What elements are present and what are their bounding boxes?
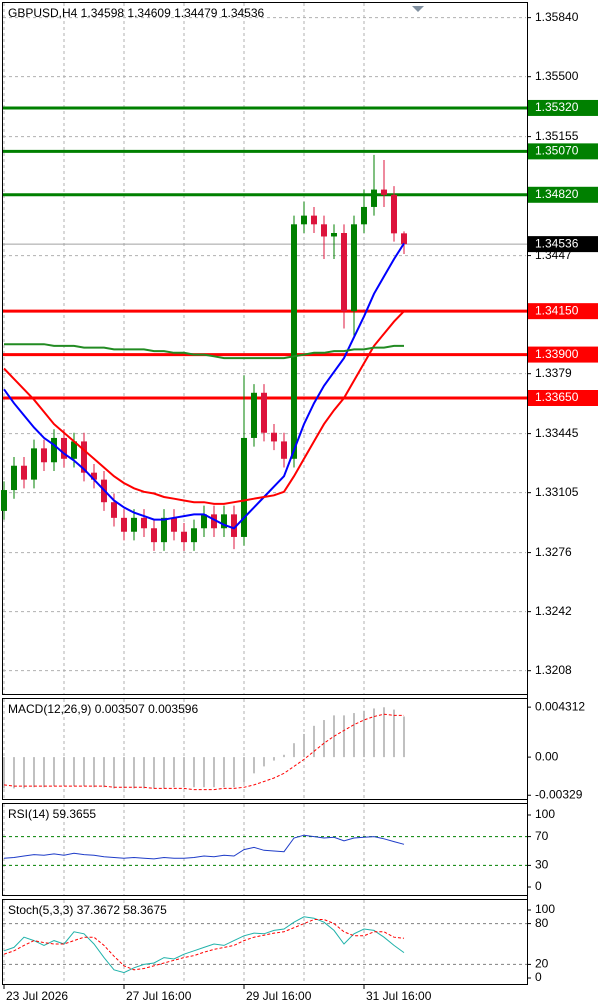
candle-body: [311, 215, 317, 225]
candle-body: [181, 531, 187, 543]
y-tick-label: 1.33445: [535, 426, 579, 440]
y-tick-label: 1.33105: [535, 485, 579, 499]
level-tag: [528, 390, 598, 406]
candle-body: [221, 514, 227, 529]
y-tick-label: 0.00: [535, 749, 559, 763]
candle-body: [371, 189, 377, 207]
candle-body: [201, 514, 207, 529]
y-tick-label: 1.35155: [535, 129, 579, 143]
candle-body: [171, 517, 177, 532]
candle-body: [111, 502, 117, 518]
y-tick-label: 30: [535, 858, 549, 872]
candle-body: [71, 441, 77, 459]
candle-body: [21, 465, 27, 480]
level-label: 1.34820: [535, 187, 579, 201]
y-tick-label: 0: [535, 879, 542, 893]
candle-body: [211, 514, 217, 529]
candle-body: [31, 448, 37, 480]
y-tick-label: 20: [535, 957, 549, 971]
candle-body: [91, 472, 97, 480]
y-tick-label: 70: [535, 829, 549, 843]
candle-body: [1, 490, 7, 511]
level-tag: [528, 303, 598, 320]
candle-body: [301, 215, 307, 225]
level-tag: [528, 346, 598, 363]
level-label: 1.35070: [535, 144, 579, 158]
candle-body: [131, 517, 137, 532]
x-tick-label: 23 Jul 2026: [6, 989, 68, 1003]
level-tag: [528, 186, 598, 203]
level-tag: [528, 99, 598, 116]
candle-body: [51, 437, 57, 463]
candle-body: [341, 233, 347, 312]
last-price-label: 1.34536: [535, 236, 579, 250]
y-tick-label: 1.3242: [535, 604, 572, 618]
candle-body: [291, 224, 297, 459]
panel-title: MACD(12,26,9) 0.003507 0.003596: [8, 702, 198, 716]
candle-body: [41, 448, 47, 463]
candle-body: [121, 517, 127, 532]
panel-title: RSI(14) 59.3655: [8, 807, 96, 821]
candle-body: [351, 224, 357, 312]
y-tick-label: 1.3379: [535, 366, 572, 380]
panel-title: Stoch(5,3,3) 37.3672 58.3675: [8, 903, 167, 917]
level-label: 1.33650: [535, 390, 579, 404]
level-tag: [528, 143, 598, 160]
y-tick-label: 1.35840: [535, 10, 579, 24]
candle-body: [11, 465, 17, 491]
shift-marker: [412, 6, 424, 12]
level-label: 1.35320: [535, 100, 579, 114]
indicator-line: [3, 916, 405, 974]
x-tick-label: 27 Jul 16:00: [126, 989, 192, 1003]
candle-body: [241, 437, 247, 537]
last-price-tag: [528, 236, 598, 253]
candle-body: [191, 528, 197, 543]
indicator-line: [3, 919, 405, 971]
y-tick-label: 0.004312: [535, 699, 585, 713]
candle-body: [141, 517, 147, 529]
moving-average: [3, 310, 405, 505]
level-label: 1.34150: [535, 303, 579, 317]
candle-body: [81, 441, 87, 473]
panel-title: GBPUSD,H4 1.34598 1.34609 1.34479 1.3453…: [8, 6, 265, 20]
y-tick-label: 0: [535, 970, 542, 984]
candle-body: [271, 432, 277, 442]
moving-average: [3, 242, 405, 530]
candle-body: [161, 517, 167, 543]
candle-body: [321, 224, 327, 237]
panel-frame: [2, 2, 528, 695]
candle-body: [401, 233, 407, 245]
level-label: 1.33900: [535, 347, 579, 361]
signal-line: [3, 713, 404, 791]
candle-body: [281, 441, 287, 459]
candle-body: [331, 233, 337, 237]
candle-body: [381, 189, 387, 195]
y-tick-label: -0.00329: [535, 787, 583, 801]
y-tick-label: 80: [535, 916, 549, 930]
x-tick-label: 29 Jul 16:00: [246, 989, 312, 1003]
y-tick-label: 1.3276: [535, 545, 572, 559]
candle-body: [61, 437, 67, 459]
candle-body: [261, 392, 267, 433]
y-tick-label: 1.35500: [535, 69, 579, 83]
candle-body: [251, 392, 257, 438]
x-tick-label: 31 Jul 16:00: [366, 989, 432, 1003]
y-tick-label: 100: [535, 807, 555, 821]
y-tick-label: 1.3208: [535, 663, 572, 677]
candle-body: [151, 528, 157, 543]
candle-body: [391, 194, 397, 234]
candle-body: [361, 206, 367, 225]
indicator-line: [3, 834, 405, 860]
y-tick-label: 100: [535, 902, 555, 916]
candle-body: [231, 514, 237, 537]
moving-average: [4, 343, 404, 360]
